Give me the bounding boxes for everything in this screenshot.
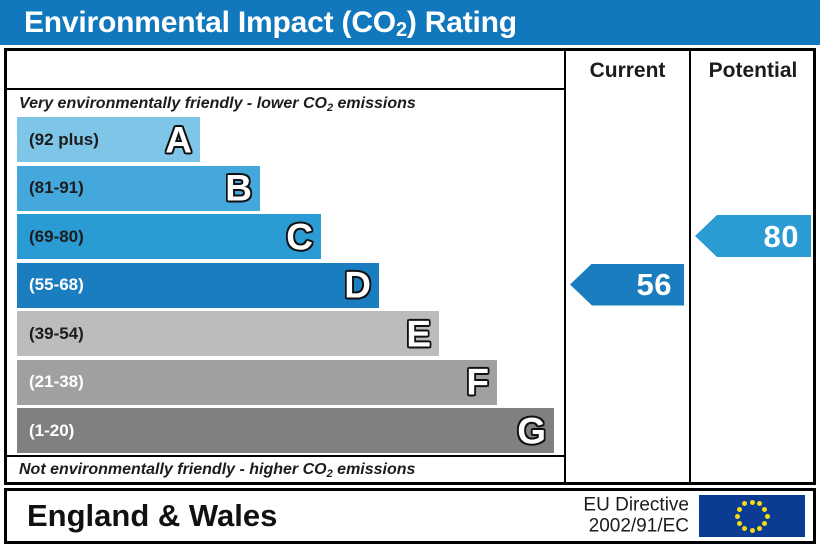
footer-eu-directive-line2: 2002/91/EC bbox=[588, 516, 689, 537]
footer-country: England & Wales bbox=[27, 498, 278, 533]
rating-band-range-f: (21-38) bbox=[29, 372, 84, 391]
column-header-current: Current bbox=[589, 59, 666, 82]
eu-flag-star bbox=[762, 520, 768, 526]
footer-frame: England & Wales EU Directive 2002/91/EC bbox=[4, 488, 816, 544]
note-not-friendly: Not environmentally friendly - higher CO… bbox=[19, 459, 415, 481]
potential-rating-arrow: 80 bbox=[695, 215, 811, 257]
note-not-friendly-text: Not environmentally friendly - higher CO… bbox=[19, 461, 416, 480]
eu-flag-star bbox=[749, 499, 755, 505]
rating-band-range-g: (1-20) bbox=[29, 420, 75, 440]
rating-band-g: (1-20) G bbox=[17, 408, 554, 453]
eu-flag-star bbox=[749, 527, 755, 533]
rating-band-letter-d: D bbox=[344, 264, 371, 306]
eu-flag-star bbox=[736, 506, 742, 512]
footer-eu-directive-line1: EU Directive bbox=[583, 494, 689, 516]
eu-flag-star bbox=[757, 501, 762, 507]
page-title: Environmental Impact (CO2) Rating bbox=[24, 5, 517, 41]
column-divider-current bbox=[564, 51, 566, 482]
note-very-friendly-text: Very environmentally friendly - lower CO… bbox=[19, 95, 416, 114]
rating-band-range-e: (39-54) bbox=[29, 323, 84, 343]
note-very-friendly: Very environmentally friendly - lower CO… bbox=[19, 93, 416, 115]
eu-flag-star bbox=[736, 520, 742, 526]
rating-band-c: (69-80) C bbox=[17, 214, 321, 259]
chart-frame: Current Potential Very environmentally f… bbox=[4, 48, 816, 485]
rating-band-e: (39-54) E bbox=[17, 311, 439, 356]
header-divider-top bbox=[7, 88, 564, 90]
page-title-subscript: 2 bbox=[395, 18, 407, 41]
eu-flag-star bbox=[762, 506, 768, 512]
page-title-suffix: ) Rating bbox=[406, 5, 517, 39]
page-title-prefix: Environmental Impact (CO bbox=[24, 5, 396, 39]
rating-band-a: (92 plus) A bbox=[17, 117, 200, 162]
eu-flag-star bbox=[742, 525, 747, 531]
column-header-potential: Potential bbox=[708, 59, 798, 82]
rating-band-range-d: (55-68) bbox=[29, 275, 84, 294]
eu-flag-star bbox=[757, 525, 762, 531]
rating-band-letter-e: E bbox=[406, 313, 431, 354]
rating-band-range-b: (81-91) bbox=[29, 178, 84, 197]
current-rating-arrow: 56 bbox=[570, 263, 684, 306]
eu-flag-star bbox=[764, 513, 770, 519]
rating-band-range-c: (69-80) bbox=[29, 226, 84, 246]
rating-band-b: (81-91) B bbox=[17, 165, 260, 211]
rating-band-f: (21-38) F bbox=[17, 359, 497, 405]
eu-flag-star bbox=[734, 513, 740, 519]
column-divider-potential bbox=[689, 51, 691, 482]
footer-eu-directive: EU Directive 2002/91/EC bbox=[583, 495, 689, 538]
title-bar: Environmental Impact (CO2) Rating bbox=[0, 0, 820, 45]
eu-flag-star bbox=[742, 501, 747, 507]
header-divider-bottom bbox=[7, 455, 564, 457]
rating-band-range-a: (92 plus) bbox=[29, 129, 99, 149]
rating-band-letter-a: A bbox=[165, 119, 192, 160]
potential-rating-value: 80 bbox=[763, 218, 799, 254]
rating-band-d: (55-68) D bbox=[17, 262, 379, 308]
rating-band-letter-f: F bbox=[466, 361, 489, 403]
rating-band-letter-b: B bbox=[225, 167, 252, 209]
eu-flag-icon bbox=[699, 495, 805, 537]
current-rating-value: 56 bbox=[636, 267, 672, 302]
rating-band-letter-c: C bbox=[286, 216, 313, 257]
rating-band-letter-g: G bbox=[517, 410, 546, 451]
